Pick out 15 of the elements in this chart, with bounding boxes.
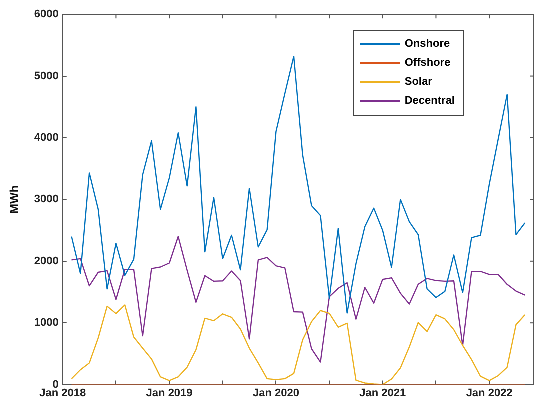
- legend-label: Decentral: [404, 95, 455, 108]
- y-tick-label: 4000: [34, 132, 59, 144]
- y-tick-label: 3000: [34, 194, 59, 206]
- x-tick-label: Jan 2021: [360, 387, 406, 400]
- legend-label: Solar: [404, 76, 432, 88]
- y-tick-label: 2000: [34, 255, 59, 268]
- x-tick-label: Jan 2019: [146, 387, 193, 400]
- y-tick-label: 6000: [34, 8, 59, 21]
- x-tick-label: Jan 2020: [252, 387, 300, 400]
- y-axis-title: MWh: [8, 185, 22, 214]
- x-tick-label: Jan 2022: [466, 387, 513, 400]
- y-tick-label: 5000: [34, 70, 59, 82]
- legend-label: Onshore: [404, 38, 450, 50]
- y-tick-label: 1000: [34, 317, 59, 330]
- legend-label: Offshore: [404, 57, 451, 70]
